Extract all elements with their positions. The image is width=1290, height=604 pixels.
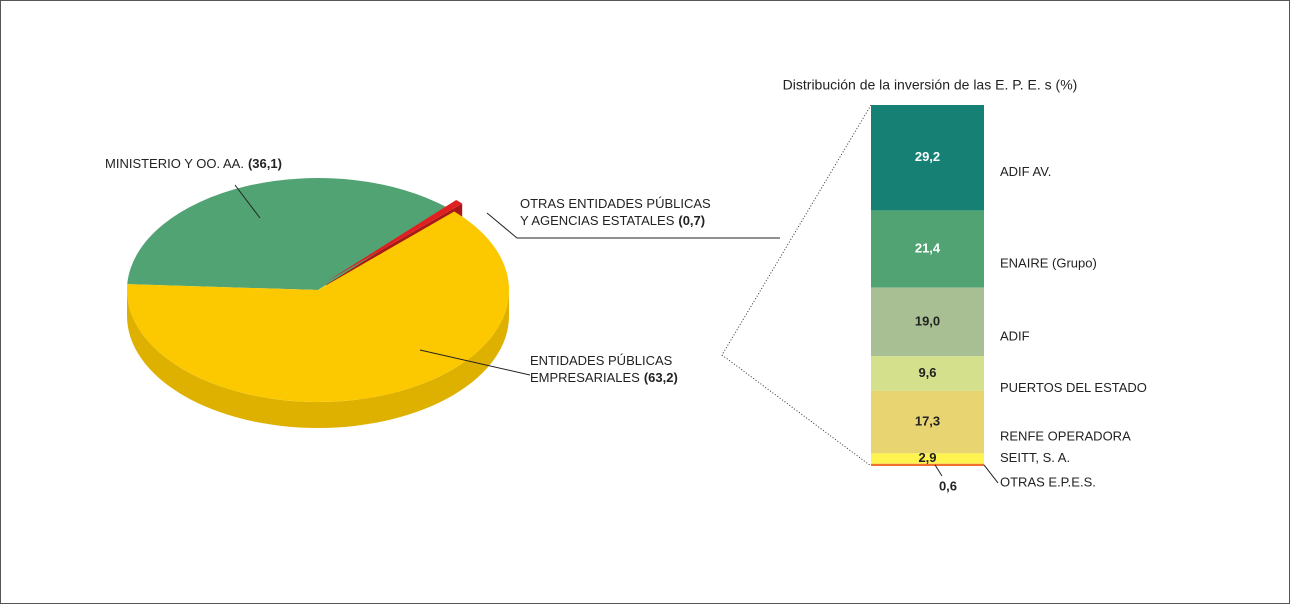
value-label: 21,4 xyxy=(915,240,941,255)
value-label: 17,3 xyxy=(915,414,940,429)
value-label: (36,1) xyxy=(248,156,282,171)
value-label: (0,7) xyxy=(678,213,705,228)
category: EMPRESARIALES xyxy=(530,370,640,385)
category: MINISTERIO Y OO. AA. xyxy=(105,156,244,171)
pie-side xyxy=(127,290,509,428)
value-label: 0,6 xyxy=(939,478,957,493)
category-label: SEITT, S. A. xyxy=(1000,450,1070,465)
bar-segment xyxy=(871,210,984,288)
bar-segment xyxy=(871,105,984,211)
bar-segment xyxy=(871,453,984,464)
category-label: RENFE OPERADORA xyxy=(1000,429,1131,444)
bar-segment xyxy=(871,287,984,357)
pie-slice xyxy=(127,178,449,290)
category-label: ADIF AV. xyxy=(1000,164,1051,179)
category: OTRAS ENTIDADES PÚBLICAS xyxy=(520,196,711,211)
value-label: (63,2) xyxy=(644,370,678,385)
leader-line xyxy=(419,349,531,376)
value-label: 29,2 xyxy=(915,149,940,164)
category: Y AGENCIAS ESTATALES xyxy=(520,213,675,228)
category-label: PUERTOS DEL ESTADO xyxy=(1000,380,1147,395)
bar-segment xyxy=(871,356,984,391)
pie-label: MINISTERIO Y OO. AA. (36,1) xyxy=(105,156,282,171)
pie-label: ENTIDADES PÚBLICAS xyxy=(530,353,673,368)
category-label: ENAIRE (Grupo) xyxy=(1000,255,1097,270)
category-label: ADIF xyxy=(1000,328,1030,343)
bar-title: Distribución de la inversión de las E. P… xyxy=(783,77,1078,93)
value-label: 9,6 xyxy=(918,365,936,380)
pie-label: Y AGENCIAS ESTATALES (0,7) xyxy=(520,213,705,228)
pie-label: EMPRESARIALES (63,2) xyxy=(530,370,678,385)
connector xyxy=(721,104,872,467)
bar-segment xyxy=(871,463,984,466)
leader-line xyxy=(983,464,999,484)
leader-line xyxy=(934,464,943,477)
pie-slice xyxy=(326,200,463,282)
category: ENTIDADES PÚBLICAS xyxy=(530,353,673,368)
value-label: 19,0 xyxy=(915,313,940,328)
pie-label: OTRAS ENTIDADES PÚBLICAS xyxy=(520,196,711,211)
category-label: OTRAS E.P.E.S. xyxy=(1000,474,1096,489)
value-label: 2,9 xyxy=(918,450,936,465)
leader-line xyxy=(234,184,261,219)
pie-slice xyxy=(126,211,509,403)
bar-segment xyxy=(871,390,984,454)
leader-line xyxy=(486,212,780,239)
